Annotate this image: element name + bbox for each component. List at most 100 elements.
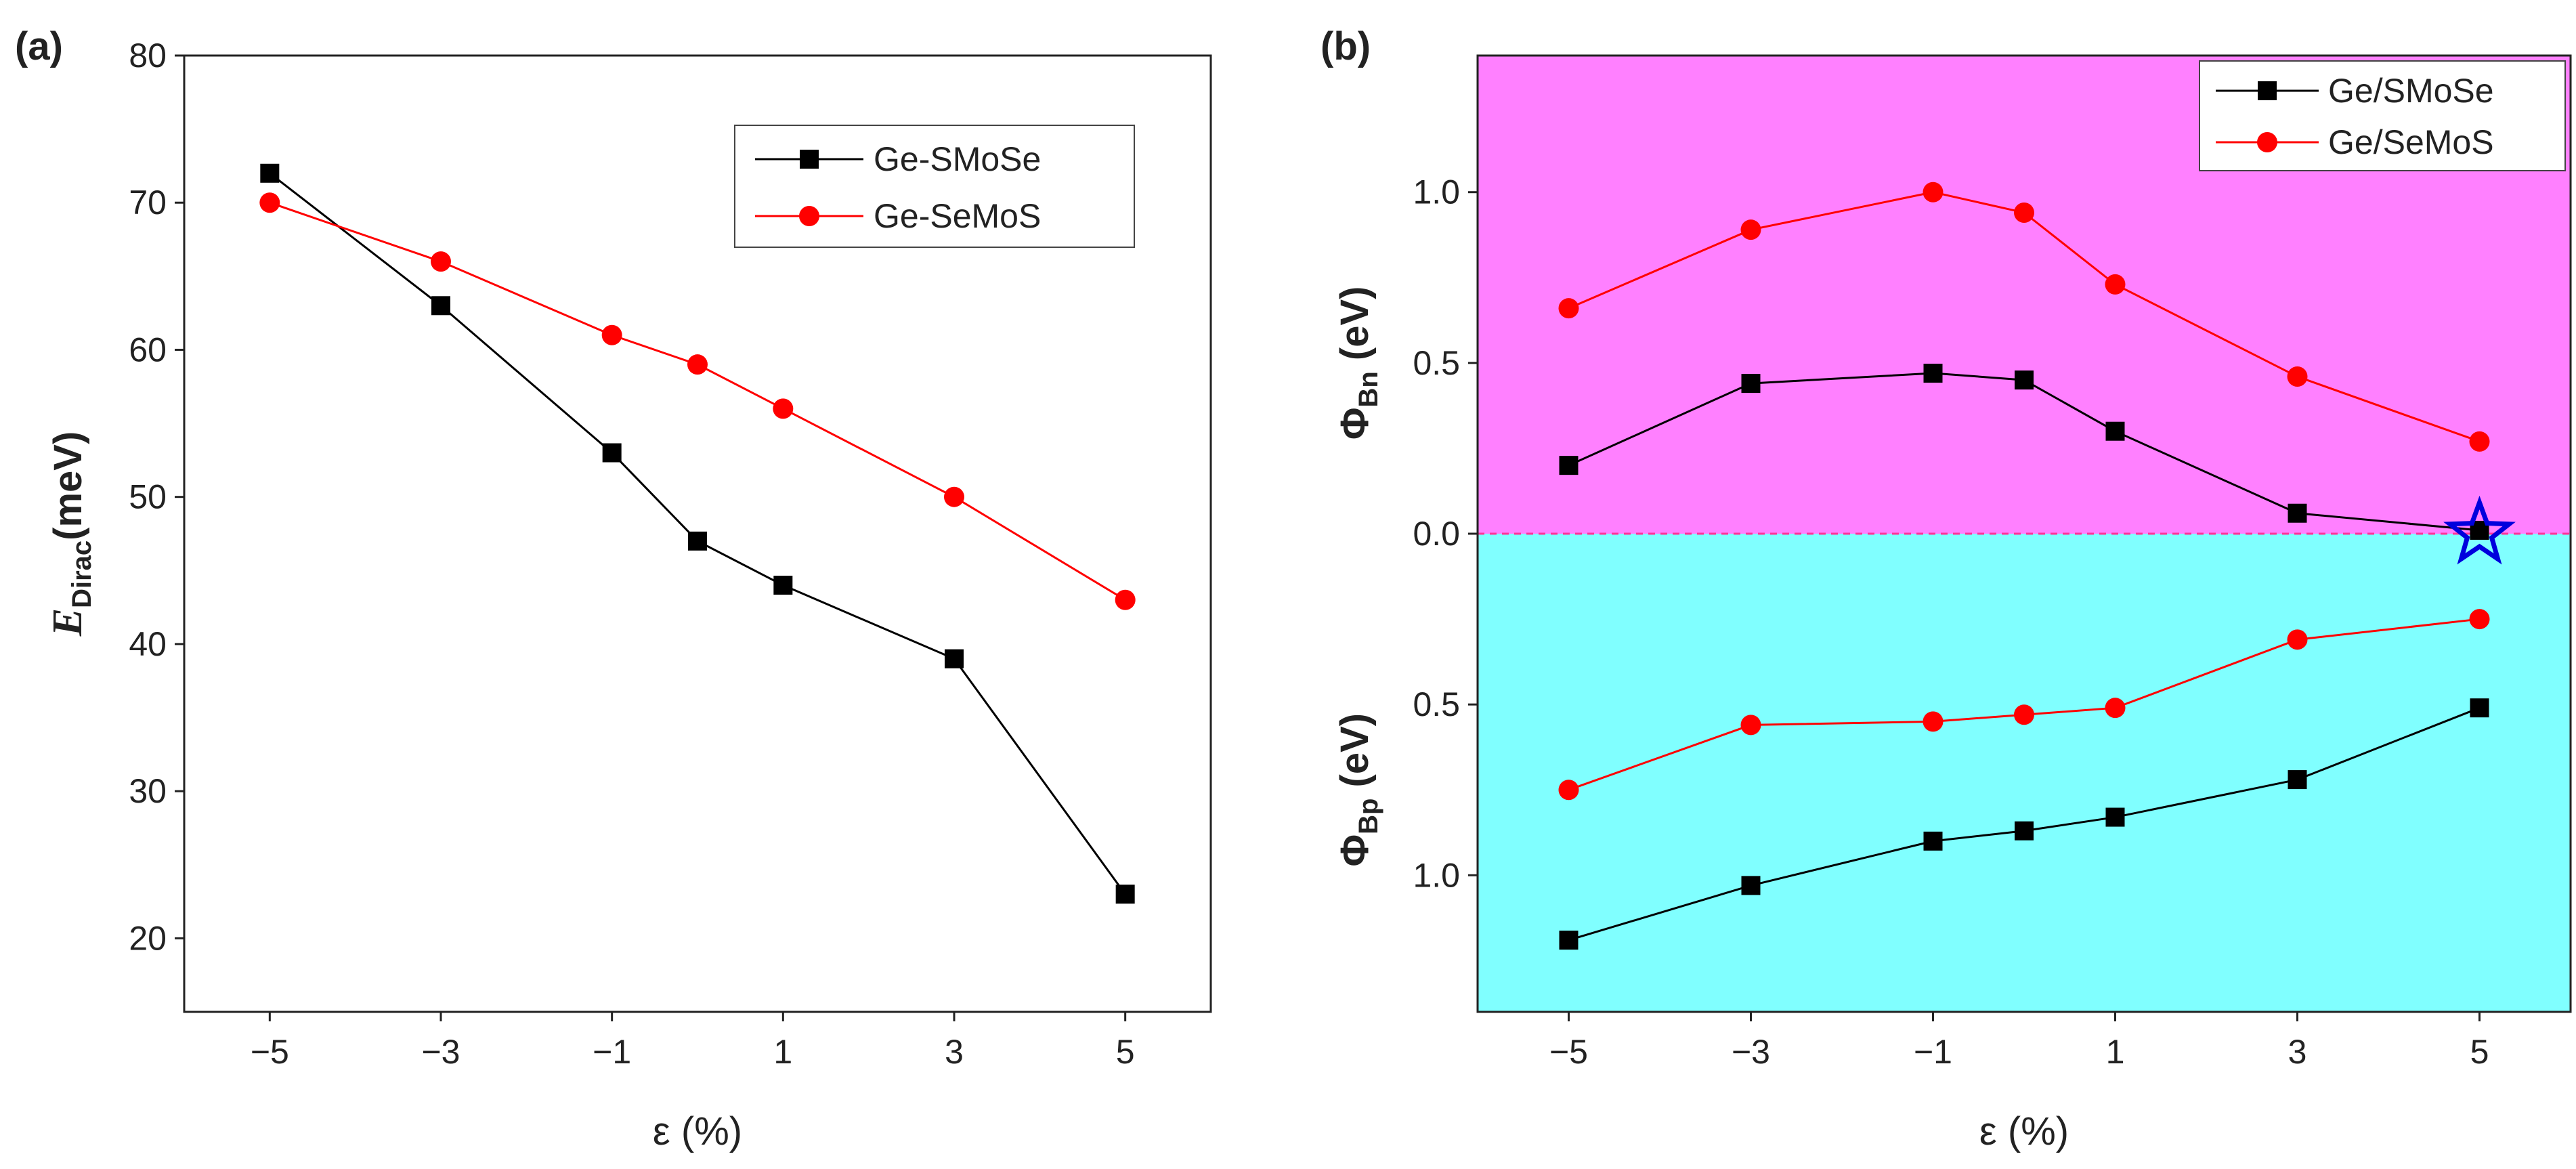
panel-b-x-tick-label: 1 [2106,1033,2125,1071]
panel-b-series-4-point [2288,770,2307,790]
panel-b-series-4-point [1923,831,1943,851]
panel-b-y-tick-label: 0.0 [1413,515,1460,553]
panel-b-legend-box [2199,60,2566,171]
panel-b-series-3-point [1740,715,1761,736]
panel-a-series-1-point [688,531,707,551]
panel-b-series-4-point [1741,876,1761,895]
panel-a-y-tick-label: 30 [129,772,167,810]
panel-a-series-2-point [1115,589,1136,610]
panel-b-bp-region [1478,534,2571,1012]
panel-a-series-1-point [431,296,450,316]
panel-b-plot: 0.0 0.5 1.0 0.5 1.0 −5 −3 −1 1 3 5 [1413,54,2572,1071]
panel-a-legend-marker-2 [799,206,819,226]
panel-b-x-tick-label: 5 [2470,1033,2489,1071]
panel-b-series-2-point [2287,366,2308,387]
panel-b-x-axis-label: ε (%) [1979,1109,2069,1153]
panel-b-legend: Ge/SMoSe Ge/SeMoS [2199,60,2566,171]
panel-b-y-label-bn-sub: Bn [1354,371,1383,407]
panel-a-y-tick-label: 20 [129,919,167,957]
panel-a-y-axis-label: EDirac(meV) [45,431,97,637]
panel-a-series-1-point [260,163,280,183]
panel-a-y-tick-label: 50 [129,478,167,516]
panel-b-y-tick-label: 0.5 [1413,344,1460,382]
panel-b-y-label-bp-sub: Bp [1354,799,1383,834]
panel-b-series-3-point [2287,629,2308,650]
panel-a-legend-label-2: Ge-SeMoS [874,197,1041,235]
panel-b-y-axis-label-bp: ΦBp (eV) [1333,713,1383,867]
panel-b-series-1-point [1741,374,1761,394]
panel-a-x-tick-label: −3 [421,1033,460,1071]
panel-b-series-2-point [1740,219,1761,240]
panel-a-legend: Ge-SMoSe Ge-SeMoS [734,125,1135,248]
panel-a-plot: 20 30 40 50 60 70 80 −5 −3 −1 1 3 5 [129,37,1212,1071]
panel-a-x-tick-label: 1 [773,1033,792,1071]
panel-b-series-1-point [1559,456,1579,475]
panel-a-y-axis-label-unit: (meV) [46,431,90,540]
panel-b-star-annotation [2443,495,2516,565]
panel-b-series-4-point [2015,821,2034,841]
panel-b-y-label-bp-main: Φ [1333,834,1377,867]
panel-b-label: (b) [1321,24,1371,68]
panel-b-series-2-point [1923,182,1944,203]
panel-b-x-tick-label: −1 [1914,1033,1952,1071]
panel-a-series-2-point [944,486,964,507]
panel-b-y-label-bn-unit: (eV) [1333,286,1377,372]
panel-a-series-2-point [687,354,708,375]
panel-b-series-3-point [2469,609,2490,630]
panel-a-series-1-point [1115,885,1135,904]
panel-a-series-2-point [773,398,794,419]
panel-a-label: (a) [15,24,63,68]
panel-a-series-2-point [601,324,622,345]
panel-a-y-tick-label: 60 [129,331,167,368]
panel-b-series-2-point [2105,274,2126,295]
panel-b-y-tick-label: 1.0 [1413,173,1460,211]
panel-a-x-tick-label: 3 [945,1033,964,1071]
panel-b-series-1-point [2288,503,2307,523]
panel-a-series-1-point [602,443,622,463]
panel-b-y-tick-label: 1.0 [1413,856,1460,894]
panel-a-x-axis-label: ε (%) [653,1109,742,1153]
panel-b-series-3-point [1558,780,1579,801]
panel-a-legend-marker-1 [800,150,819,169]
panel-a-series-2-point [431,251,451,272]
panel-a-x-tick-label: 5 [1116,1033,1135,1071]
panel-b: (b) 0.00.51.00.51.0−5 −3 −1 1 3 5 ε (%) ΦBn (… [1321,24,2572,1153]
panel-b-legend-label-2: Ge/SeMoS [2328,123,2494,161]
panel-b-series-4-point [1559,931,1579,950]
panel-a-frame [183,54,1212,1013]
panel-a: (a) 20 30 40 50 60 70 80 −5 −3 −1 1 3 5 ε (%) EDirac… [15,24,1212,1153]
panel-b-y-label-bn-main: Φ [1333,408,1377,440]
panel-b-series-1-point [2015,370,2034,390]
panel-a-y-tick-label: 70 [129,184,167,221]
panel-a-legend-label-1: Ge-SMoSe [874,140,1041,178]
panel-b-series-3-point [1923,711,1944,732]
panel-b-series-4-point [2470,698,2489,718]
panel-b-x-tick-label: −3 [1732,1033,1770,1071]
panel-b-series-1-point [1923,363,1943,383]
panel-a-y-axis-label-sub: Dirac [67,540,97,608]
panel-b-y-label-bp-unit: (eV) [1333,713,1377,799]
panel-b-series-1-point [2105,421,2125,441]
panel-a-series-1-point [945,649,964,668]
panel-b-series-3-point [2014,704,2034,725]
panel-a-series-1-point [773,576,793,595]
panel-b-y-tick-label: 0.5 [1413,685,1460,723]
panel-b-legend-marker-1 [2258,81,2277,100]
panel-a-legend-box [734,125,1135,248]
panel-a-series-2-point [259,192,280,213]
panel-b-series-2-point [1558,298,1579,319]
panel-b-series-2-point [2014,202,2034,223]
panel-b-x-tick-label: 3 [2288,1033,2307,1071]
panel-b-x-tick-label: −5 [1549,1033,1588,1071]
panel-b-y-axis-label-bn: ΦBn (eV) [1333,286,1383,440]
panel-a-x-tick-label: −5 [251,1033,289,1071]
panel-a-y-tick-label: 40 [129,625,167,663]
panel-a-y-axis-label-main: E [45,608,91,637]
panel-b-legend-marker-2 [2257,132,2277,152]
panel-b-series-3-point [2105,698,2126,719]
panel-b-series-2-point [2469,431,2490,452]
panel-b-series-4-point [2105,807,2125,827]
panel-a-x-tick-label: −1 [593,1033,631,1071]
panel-a-y-tick-label: 80 [129,37,167,75]
